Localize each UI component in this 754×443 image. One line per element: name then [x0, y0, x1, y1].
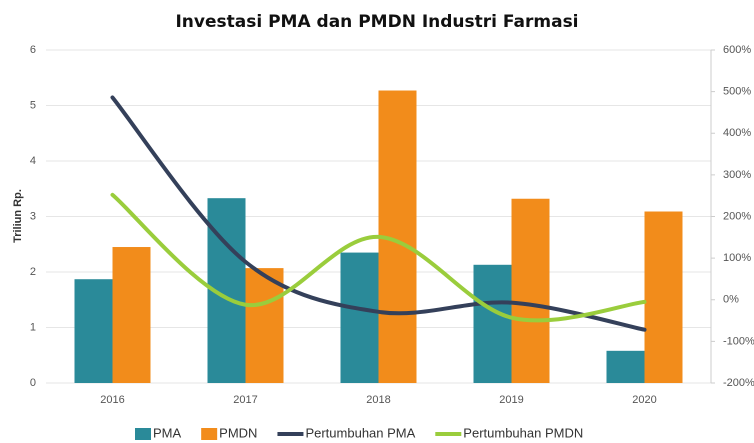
- legend-label: Pertumbuhan PMDN: [463, 425, 583, 440]
- y2-tick-label: 100%: [723, 252, 751, 264]
- y-tick-label: 0: [30, 377, 36, 389]
- y-tick-label: 4: [30, 155, 36, 167]
- chart-title: Investasi PMA dan PMDN Industri Farmasi: [175, 12, 578, 32]
- y-tick-label: 2: [30, 266, 36, 278]
- x-tick-label: 2016: [100, 394, 124, 406]
- y2-tick-label: -200%: [723, 377, 754, 389]
- line: [110, 192, 647, 323]
- bar: [644, 211, 683, 383]
- y2-tick-label: 200%: [723, 210, 751, 222]
- y2-tick-label: -100%: [723, 335, 754, 347]
- bar: [74, 279, 113, 383]
- x-tick-label: 2020: [632, 394, 656, 406]
- y2-tick-label: 500%: [723, 86, 751, 98]
- line: [110, 95, 647, 332]
- y-tick-label: 1: [30, 321, 36, 333]
- y-tick-label: 3: [30, 210, 36, 222]
- legend-label: PMDN: [219, 425, 257, 440]
- legend-label: PMA: [153, 425, 182, 440]
- bar: [340, 252, 379, 383]
- bar: [245, 268, 284, 383]
- y-axis-label: Triliun Rp.: [12, 189, 24, 243]
- x-tick-label: 2019: [499, 394, 523, 406]
- legend-swatch: [201, 428, 218, 440]
- x-tick-label: 2017: [233, 394, 257, 406]
- y2-tick-label: 400%: [723, 127, 751, 139]
- legend-label: Pertumbuhan PMA: [305, 425, 415, 440]
- bar: [511, 198, 550, 383]
- y2-tick-label: 300%: [723, 169, 751, 181]
- bar: [606, 350, 645, 383]
- y-tick-label: 5: [30, 99, 36, 111]
- bar: [473, 264, 512, 383]
- y2-tick-label: 600%: [723, 44, 751, 56]
- x-tick-label: 2018: [366, 394, 390, 406]
- legend-swatch: [135, 428, 151, 440]
- y2-tick-label: 0%: [723, 294, 739, 306]
- bar: [112, 247, 151, 383]
- y-tick-label: 6: [30, 44, 36, 56]
